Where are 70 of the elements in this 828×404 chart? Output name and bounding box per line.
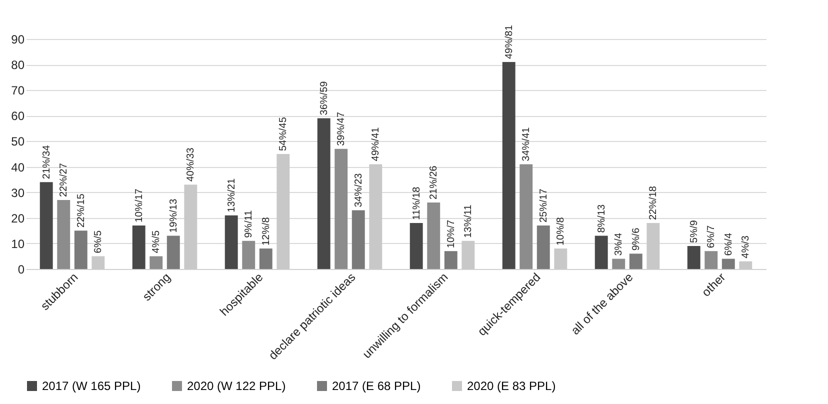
data-label: 6%/4	[723, 232, 734, 256]
y-tick-label: 50	[11, 134, 25, 149]
data-label: 21%/34	[41, 144, 52, 180]
bar	[612, 258, 626, 269]
data-label: 4%/5	[151, 230, 162, 254]
y-tick-label: 30	[11, 186, 25, 200]
bar	[704, 251, 718, 269]
data-label: 13%/21	[226, 178, 238, 212]
bar	[259, 248, 272, 269]
data-label: 12%/8	[260, 216, 272, 246]
y-tick-label: 70	[11, 84, 25, 98]
data-label: 19%/13	[168, 198, 180, 233]
bar	[629, 254, 642, 269]
data-label: 10%/17	[134, 188, 145, 223]
data-label: 22%/27	[58, 162, 70, 197]
bar	[150, 256, 163, 269]
bar	[334, 148, 348, 269]
bar	[722, 258, 735, 269]
bar	[74, 230, 88, 269]
data-label: 21%/26	[428, 165, 440, 200]
data-label: 34%/41	[521, 126, 532, 162]
y-tick-label: 90	[11, 32, 25, 46]
bar	[687, 246, 700, 269]
bar	[166, 236, 180, 269]
data-label: 9%/11	[244, 210, 255, 238]
data-label: 11%/18	[411, 186, 422, 220]
bar	[224, 215, 238, 269]
bar	[57, 200, 70, 269]
bar	[536, 226, 550, 269]
y-tick-label: 80	[11, 58, 25, 72]
data-label: 13%/11	[463, 204, 474, 238]
legend-label: 2020 (E 83 PPL)	[467, 379, 556, 393]
bar	[502, 62, 516, 269]
data-label: 36%/59	[318, 80, 330, 116]
bar	[594, 236, 608, 269]
y-tick-label: 60	[11, 109, 25, 124]
data-label: 4%/3	[740, 235, 752, 258]
bar	[352, 210, 365, 269]
data-label: 10%/7	[446, 219, 457, 248]
bar	[520, 164, 533, 269]
data-label: 9%/6	[630, 227, 642, 251]
data-label: 39%/47	[336, 112, 348, 146]
bar	[410, 223, 423, 269]
bar	[132, 226, 146, 269]
legend-label: 2017 (E 68 PPL)	[332, 379, 421, 393]
legend-label: 2020 (W 122 PPL)	[187, 379, 286, 393]
data-label: 10%/8	[556, 216, 567, 246]
bar	[40, 182, 53, 269]
data-label: 22%/15	[76, 193, 87, 228]
data-label: 40%/33	[186, 147, 197, 182]
data-label: 54%/45	[278, 116, 290, 151]
bar	[242, 240, 256, 269]
bar	[317, 118, 330, 269]
legend-label: 2017 (W 165 PPL)	[42, 379, 141, 393]
y-tick-label: 0	[18, 262, 25, 276]
bar	[444, 251, 458, 269]
y-tick-label: 40	[11, 160, 25, 174]
data-label: 8%/13	[596, 204, 608, 233]
y-tick-label: 20	[11, 211, 25, 226]
data-label: 3%/4	[614, 232, 625, 256]
data-label: 22%/18	[648, 186, 660, 220]
data-label: 6%/7	[706, 224, 718, 248]
data-label: 34%/23	[353, 172, 364, 208]
data-label: 5%/9	[688, 220, 700, 243]
data-label: 6%/5	[93, 230, 104, 254]
data-label: 49%/41	[370, 126, 382, 162]
bar	[427, 202, 440, 269]
y-tick-label: 10	[11, 236, 25, 251]
data-label: 49%/81	[504, 24, 515, 59]
data-label: 25%/17	[538, 188, 550, 223]
